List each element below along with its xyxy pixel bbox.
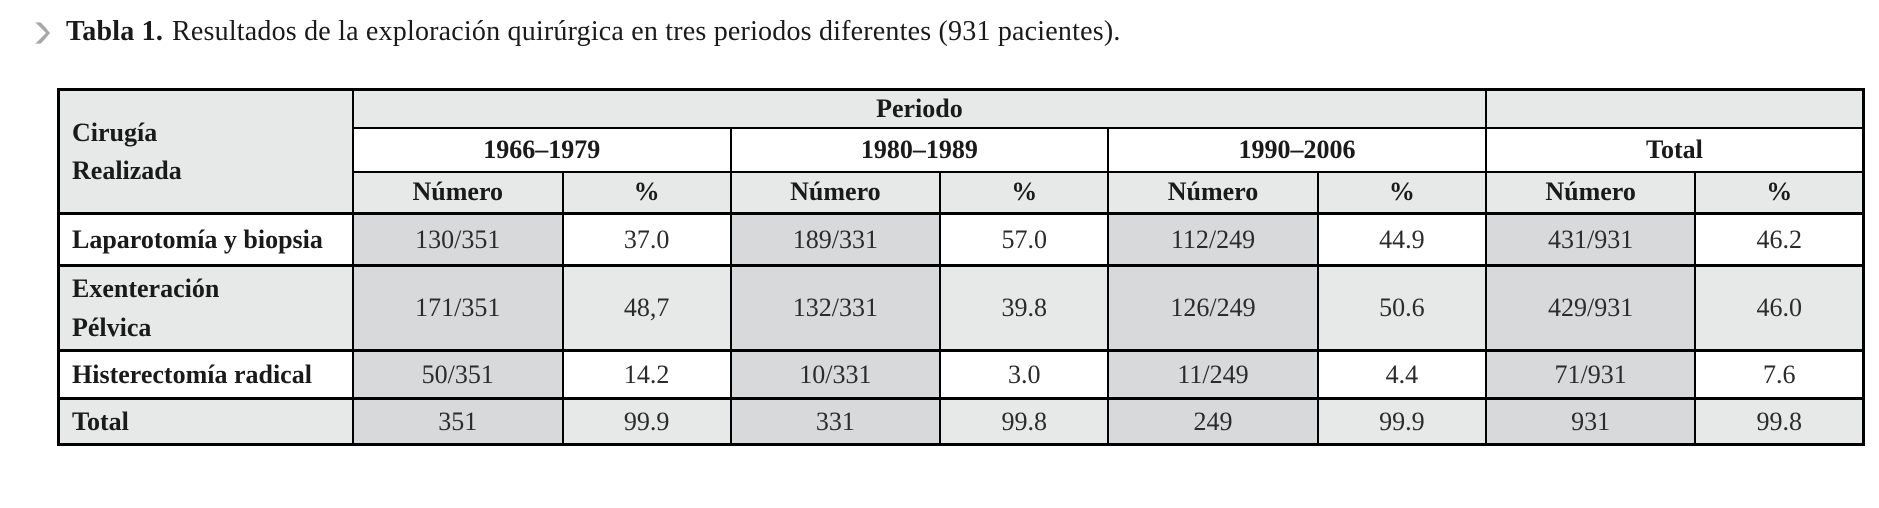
cell-numero: 189/331 (729, 212, 942, 267)
subheader-numero: Número (1107, 170, 1319, 215)
cell-numero: 112/249 (1107, 212, 1319, 267)
chevron-right-icon (35, 22, 50, 44)
table-row-histerectomia: Histerectomía radical 50/351 14.2 10/331… (57, 349, 1865, 400)
row-label: Exenteración Pélvica (57, 264, 354, 352)
subheader-numero: Número (1484, 170, 1697, 215)
periodo-header: Periodo (352, 88, 1487, 129)
corner-header-line1: Cirugía (72, 117, 158, 147)
table-row-exenteracion: Exenteración Pélvica 171/351 48,7 132/33… (57, 264, 1865, 352)
table-caption: Tabla 1. Resultados de la exploración qui… (34, 16, 1121, 48)
row-label: Laparotomía y biopsia (57, 212, 354, 267)
cell-percent: 46.0 (1694, 264, 1865, 352)
cell-percent: 99.9 (1316, 397, 1487, 446)
blank-header-cell (1484, 88, 1865, 129)
cell-percent: 48,7 (561, 264, 732, 352)
cell-percent: 46.2 (1694, 212, 1865, 267)
period-header-1990-2006: 1990–2006 (1107, 126, 1487, 173)
cell-percent: 99.8 (939, 397, 1110, 446)
cell-percent: 7.6 (1694, 349, 1865, 400)
cell-numero: 132/331 (729, 264, 942, 352)
cell-percent: 3.0 (939, 349, 1110, 400)
cell-numero: 431/931 (1484, 212, 1697, 267)
subheader-percent: % (1694, 170, 1865, 215)
total-header: Total (1484, 126, 1865, 173)
cell-percent: 4.4 (1316, 349, 1487, 400)
cell-numero: 171/351 (352, 264, 564, 352)
cell-numero: 10/331 (729, 349, 942, 400)
cell-percent: 99.9 (561, 397, 732, 446)
subheader-percent: % (1316, 170, 1487, 215)
cell-numero: 50/351 (352, 349, 564, 400)
row-label: Total (57, 397, 354, 446)
period-header-1980-1989: 1980–1989 (729, 126, 1110, 173)
cell-numero: 931 (1484, 397, 1697, 446)
corner-header-line2: Realizada (72, 155, 182, 185)
table-row-total: Total 351 99.9 331 99.8 249 99.9 931 99.… (57, 397, 1865, 446)
cell-percent: 39.8 (939, 264, 1110, 352)
cell-numero: 11/249 (1107, 349, 1319, 400)
cell-numero: 351 (352, 397, 564, 446)
cell-numero: 130/351 (352, 212, 564, 267)
cell-percent: 37.0 (561, 212, 732, 267)
results-table: Cirugía Realizada Periodo 1966–1979 1980… (57, 88, 1865, 446)
cell-numero: 249 (1107, 397, 1319, 446)
cell-percent: 50.6 (1316, 264, 1487, 352)
caption-text: Tabla 1. Resultados de la exploración qui… (66, 16, 1121, 48)
subheader-percent: % (939, 170, 1110, 215)
subheader-percent: % (561, 170, 732, 215)
corner-header-cirugia-realizada: Cirugía Realizada (57, 88, 354, 215)
cell-percent: 14.2 (561, 349, 732, 400)
cell-percent: 57.0 (939, 212, 1110, 267)
cell-percent: 44.9 (1316, 212, 1487, 267)
table-row-laparotomia: Laparotomía y biopsia 130/351 37.0 189/3… (57, 212, 1865, 267)
cell-numero: 429/931 (1484, 264, 1697, 352)
cell-numero: 126/249 (1107, 264, 1319, 352)
row-label: Histerectomía radical (57, 349, 354, 400)
cell-numero: 71/931 (1484, 349, 1697, 400)
cell-numero: 331 (729, 397, 942, 446)
subheader-numero: Número (729, 170, 942, 215)
caption-label: Tabla 1. (66, 16, 164, 47)
period-header-1966-1979: 1966–1979 (352, 126, 732, 173)
caption-body: Resultados de la exploración quirúrgica … (172, 16, 1121, 47)
subheader-numero: Número (352, 170, 564, 215)
cell-percent: 99.8 (1694, 397, 1865, 446)
